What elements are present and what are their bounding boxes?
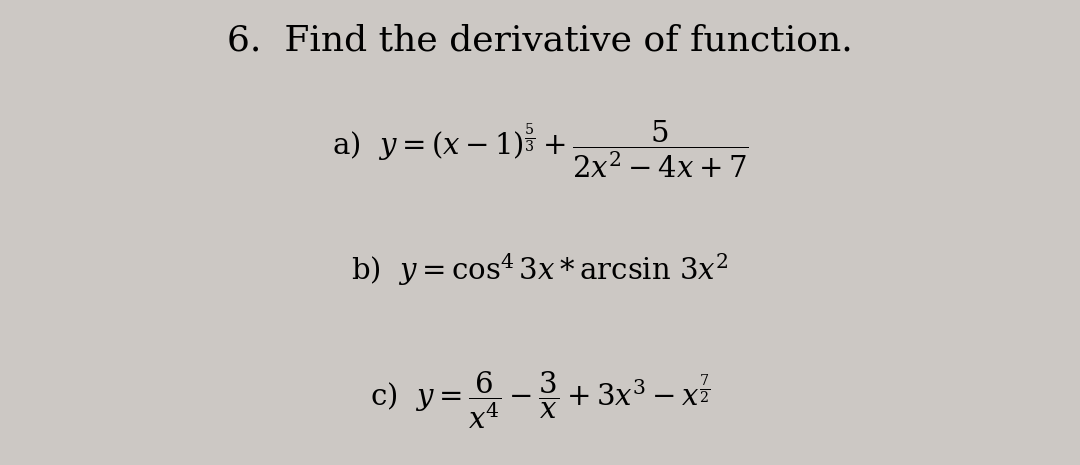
Text: b)  $y = \cos^{4}3x * \arcsin\,3x^{2}$: b) $y = \cos^{4}3x * \arcsin\,3x^{2}$ <box>351 252 729 288</box>
Text: a)  $y = (x-1)^{\frac{5}{3}}+\dfrac{5}{2x^{2}-4x+7}$: a) $y = (x-1)^{\frac{5}{3}}+\dfrac{5}{2x… <box>332 118 748 179</box>
Text: c)  $y = \dfrac{6}{x^{4}}-\dfrac{3}{x}+3x^{3}-x^{\frac{7}{2}}$: c) $y = \dfrac{6}{x^{4}}-\dfrac{3}{x}+3x… <box>369 369 711 431</box>
Text: 6.  Find the derivative of function.: 6. Find the derivative of function. <box>227 23 853 57</box>
